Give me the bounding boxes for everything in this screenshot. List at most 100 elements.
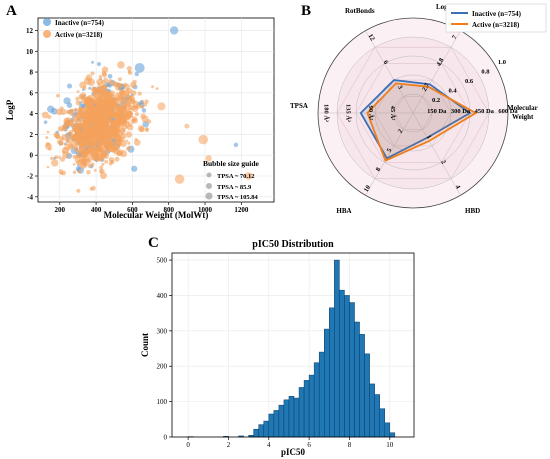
scatter-x-axis-label: Molecular Weight (MolWt)	[104, 210, 209, 220]
scatter-point-active	[71, 108, 74, 112]
bubble-size-marker-medium	[206, 183, 212, 189]
scatter-point-active	[85, 121, 89, 125]
scatter-point-active	[128, 107, 132, 111]
scatter-point-active	[99, 142, 108, 150]
scatter-x-tick-label: 1000	[198, 206, 213, 214]
histogram-x-tick-label: 2	[227, 441, 231, 449]
scatter-point-active	[74, 128, 79, 133]
scatter-point-active	[86, 157, 93, 163]
radar-axis-tick-label: 7	[451, 34, 459, 41]
scatter-point-active	[93, 96, 98, 100]
radar-series	[359, 79, 478, 162]
bubble-size-marker-small	[206, 172, 212, 178]
histogram-bar	[329, 307, 335, 438]
scatter-point-active	[61, 134, 68, 141]
histogram-y-tick-label: 0	[164, 434, 168, 442]
scatter-point-active	[122, 135, 127, 139]
scatter-point-active	[115, 97, 118, 101]
histogram-title: pIC50 Distribution	[252, 239, 334, 250]
scatter-point-active	[79, 131, 84, 135]
histogram-x-tick-label: 6	[307, 441, 311, 449]
scatter-point-active	[109, 145, 117, 153]
scatter-point-active	[104, 159, 109, 164]
scatter-point-inactive	[47, 105, 55, 113]
radar-axis-tick-label: 4	[454, 184, 462, 191]
scatter-point-active	[126, 66, 132, 72]
scatter-point-active	[94, 138, 102, 146]
radar-axis-tick-label: 300 Da	[451, 108, 471, 115]
scatter-point-inactive	[233, 142, 239, 148]
histogram-x-ticks: 0 2 4 6 8 10	[186, 437, 394, 449]
scatter-point-active	[132, 79, 137, 84]
scatter-point-active	[90, 71, 95, 76]
scatter-point-active	[116, 142, 121, 147]
histogram-y-tick-label: 300	[157, 327, 168, 335]
legend-label-active: Active (n=3218)	[55, 31, 103, 39]
histogram-bar	[288, 396, 295, 438]
histogram-y-tick-label: 200	[157, 363, 168, 371]
scatter-point-active	[107, 134, 111, 138]
scatter-point-active	[122, 89, 130, 97]
scatter-y-tick-label: 8	[30, 69, 34, 77]
scatter-point-active	[95, 125, 103, 133]
radar-radial-tick-label: 0.8	[481, 69, 490, 76]
scatter-point-active	[116, 92, 120, 96]
scatter-point-active	[137, 91, 142, 96]
scatter-point-inactive	[107, 73, 113, 79]
scatter-point-active	[72, 163, 76, 166]
scatter-point-active	[151, 85, 155, 89]
scatter-point-active	[110, 160, 115, 165]
scatter-point-active	[79, 81, 87, 89]
scatter-point-active	[98, 74, 103, 79]
scatter-point-active	[73, 144, 79, 149]
scatter-point-active	[91, 139, 95, 143]
scatter-point-active	[90, 109, 95, 114]
radar-axis-tick-label: 45 Å²	[389, 106, 397, 121]
radar-spoke	[365, 112, 414, 196]
scatter-point-active	[91, 127, 97, 133]
scatter-points	[41, 26, 253, 193]
scatter-point-active	[74, 107, 78, 112]
scatter-point-active	[86, 148, 92, 154]
histogram-bar	[379, 408, 386, 438]
scatter-point-active	[59, 156, 66, 162]
histogram-bar	[334, 259, 340, 438]
scatter-point-active	[97, 82, 101, 86]
scatter-point-active	[127, 120, 130, 124]
scatter-point-active	[133, 104, 138, 110]
radar-axis-label: HBD	[465, 207, 480, 215]
scatter-point-active	[56, 139, 61, 144]
panel-label-a: A	[6, 3, 17, 19]
scatter-point-active	[88, 104, 94, 111]
scatter-point-active	[117, 61, 125, 69]
scatter-point-active	[122, 121, 127, 126]
radar-axis-tick-label: 2.7	[421, 81, 431, 92]
radar-axis-tick-label: 4.8	[435, 56, 445, 67]
scatter-point-active	[155, 87, 159, 91]
scatter-point-inactive	[88, 86, 92, 90]
scatter-point-active	[87, 78, 95, 87]
scatter-point-active	[75, 100, 81, 106]
scatter-point-active	[76, 90, 80, 93]
scatter-point-active	[101, 162, 105, 167]
scatter-point-active	[71, 133, 79, 141]
scatter-point-inactive	[67, 83, 73, 89]
scatter-point-active	[122, 133, 126, 137]
histogram-bar	[283, 399, 290, 438]
scatter-point-active	[174, 174, 185, 184]
scatter-y-tick-label: 2	[30, 131, 34, 139]
panel-label-b: B	[301, 3, 311, 19]
scatter-point-active	[83, 123, 92, 132]
scatter-point-active	[92, 92, 98, 97]
scatter-point-inactive	[91, 60, 94, 64]
scatter-point-active	[47, 115, 52, 119]
histogram-y-axis-label: Count	[140, 333, 150, 357]
radar-axis-tick-label: 180 Å²	[323, 104, 331, 122]
scatter-point-active	[100, 150, 105, 155]
scatter-point-active	[119, 96, 127, 104]
scatter-point-active	[59, 108, 67, 115]
radar-legend-label-inactive: Inactive (n=754)	[472, 10, 522, 18]
scatter-point-active	[87, 165, 91, 168]
scatter-point-active	[81, 158, 88, 165]
scatter-point-active	[99, 98, 107, 105]
